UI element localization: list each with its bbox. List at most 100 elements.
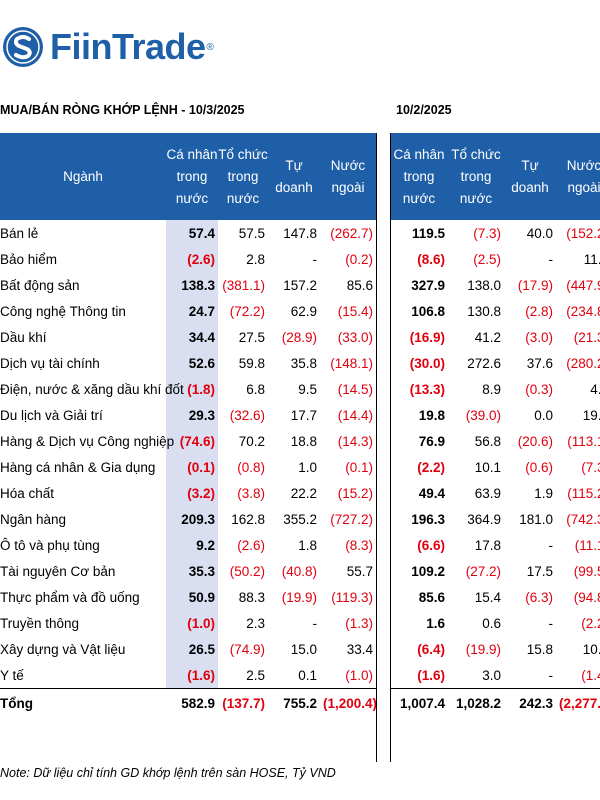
value-proprietary: 1.8 (298, 537, 317, 553)
value-proprietary: (2.8) (525, 303, 553, 319)
table-row: 119.5 (7.3) 40.0 (152.2) (390, 220, 600, 246)
total-row: Tổng 582.9 (137.7) 755.2 (1,200.4) (0, 688, 377, 717)
brand-reg: ® (206, 41, 214, 53)
table-row: 1.6 0.6 - (2.2) (390, 610, 600, 636)
value-proprietary: 1.0 (298, 459, 317, 475)
value-individual: 76.9 (418, 433, 445, 449)
value-foreign: 33.4 (346, 641, 373, 657)
value-foreign: 11.1 (583, 251, 600, 267)
sector-name: Bảo hiểm (0, 251, 58, 267)
footnote: Note: Dữ liệu chỉ tính GD khớp lệnh trên… (0, 766, 336, 780)
value-foreign: (148.1) (330, 355, 373, 371)
value-proprietary: (40.8) (281, 563, 317, 579)
value-foreign: (33.0) (337, 329, 373, 345)
value-institution: 63.9 (474, 485, 501, 501)
value-proprietary: (19.9) (281, 589, 317, 605)
value-proprietary: 18.8 (290, 433, 317, 449)
value-foreign: (11.1) (574, 537, 600, 553)
sector-name: Bán lẻ (0, 225, 39, 241)
sector-name: Du lịch và Giải trí (0, 407, 103, 423)
brand-name: FiinTrade (50, 26, 206, 67)
value-proprietary: 17.5 (526, 563, 553, 579)
value-foreign: 55.7 (346, 563, 373, 579)
value-individual: (6.4) (417, 641, 445, 657)
sector-name: Dầu khí (0, 329, 47, 345)
table-row: Truyền thông (1.0) 2.3 - (1.3) (0, 610, 376, 636)
value-foreign: (8.3) (345, 537, 373, 553)
sector-name: Tổng (0, 688, 166, 717)
table-row: Xây dựng và Vật liệu 26.5 (74.9) 15.0 33.4 (0, 636, 376, 662)
sector-name: Truyền thông (0, 615, 80, 631)
value-institution: 88.3 (238, 589, 265, 605)
header-foreign: Nước ngoài (320, 133, 376, 220)
value-institution: 1,028.2 (448, 688, 504, 717)
value-proprietary: 15.0 (290, 641, 317, 657)
value-institution: (3.8) (237, 485, 265, 501)
value-institution: 27.5 (238, 329, 265, 345)
value-individual: 327.9 (411, 277, 445, 293)
header-foreign: Nước ngoài (556, 133, 600, 220)
value-foreign: (1.3) (345, 615, 373, 631)
table-row: Dầu khí 34.4 27.5 (28.9) (33.0) (0, 324, 376, 350)
table-row: (16.9) 41.2 (3.0) (21.3) (390, 324, 600, 350)
value-foreign: (14.5) (337, 381, 373, 397)
value-institution: 0.6 (482, 615, 501, 631)
value-foreign: 19.3 (582, 407, 600, 423)
value-proprietary: 9.5 (298, 381, 317, 397)
table-row: Y tế (1.6) 2.5 0.1 (1.0) (0, 662, 376, 689)
value-proprietary: (20.6) (517, 433, 553, 449)
value-individual: (13.3) (409, 381, 445, 397)
value-proprietary: - (548, 251, 554, 267)
value-foreign: (1.0) (320, 662, 376, 689)
sector-name: Hàng cá nhân & Gia dụng (0, 459, 156, 475)
table-row: Hóa chất (3.2) (3.8) 22.2 (15.2) (0, 480, 376, 506)
value-institution: 130.8 (467, 303, 501, 319)
sector-name: Ngân hàng (0, 511, 67, 527)
value-proprietary: - (312, 615, 318, 631)
header-proprietary: Tự doanh (504, 133, 556, 220)
value-institution: (7.3) (473, 225, 501, 241)
sector-name: Dịch vụ tài chính (0, 355, 100, 371)
value-foreign: (152.2) (566, 225, 600, 241)
value-foreign: (14.3) (337, 433, 373, 449)
table-10-2-2025: Cá nhân trong nước Tổ chức trong nước Tự… (390, 133, 600, 717)
value-individual: 85.6 (418, 589, 445, 605)
value-institution: 70.2 (238, 433, 265, 449)
sector-name: Xây dựng và Vật liệu (0, 641, 126, 657)
sector-name: Tài nguyên Cơ bản (0, 563, 116, 579)
header-row: Cá nhân trong nước Tổ chức trong nước Tự… (390, 133, 600, 220)
header-institution: Tổ chức trong nước (218, 133, 268, 220)
value-individual: (1.6) (166, 662, 218, 689)
value-individual: 109.2 (411, 563, 445, 579)
value-institution: (39.0) (465, 407, 501, 423)
value-proprietary: (0.6) (525, 459, 553, 475)
value-proprietary: 157.2 (283, 277, 317, 293)
value-foreign: (262.7) (330, 225, 373, 241)
table-row: (30.0) 272.6 37.6 (280.2) (390, 350, 600, 376)
value-institution: 364.9 (467, 511, 501, 527)
sector-name: Hàng & Dịch vụ Công nghiệp (0, 433, 175, 449)
value-proprietary: (28.9) (281, 329, 317, 345)
value-proprietary: (3.0) (525, 329, 553, 345)
value-institution: (27.2) (465, 563, 501, 579)
table-row: Hàng & Dịch vụ Công nghiệp (74.6) 70.2 18.8… (0, 428, 376, 454)
value-proprietary: (6.3) (525, 589, 553, 605)
value-proprietary: 15.8 (526, 641, 553, 657)
value-individual: (1.6) (390, 662, 448, 689)
value-foreign: (15.4) (337, 303, 373, 319)
table-row: 49.4 63.9 1.9 (115.2) (390, 480, 600, 506)
table-row: (1.6)3.0-(1.4) (390, 662, 600, 689)
table-row: Bảo hiểm (2.6) 2.8 - (0.2) (0, 246, 376, 272)
fiintrade-logo: FiinTrade ® (2, 22, 214, 72)
value-proprietary: 22.2 (290, 485, 317, 501)
value-institution: (2.6) (237, 537, 265, 553)
value-institution: (0.8) (237, 459, 265, 475)
value-foreign: (742.3) (566, 511, 600, 527)
table-row: (2.2) 10.1 (0.6) (7.3) (390, 454, 600, 480)
value-institution: 56.8 (474, 433, 501, 449)
value-individual: 582.9 (166, 688, 218, 717)
table-row: Ngân hàng 209.3 162.8 355.2 (727.2) (0, 506, 376, 532)
table-row: Du lịch và Giải trí 29.3 (32.6) 17.7 (14.4) (0, 402, 376, 428)
sector-name: Y tế (0, 662, 166, 689)
table-divider-left (376, 133, 377, 762)
